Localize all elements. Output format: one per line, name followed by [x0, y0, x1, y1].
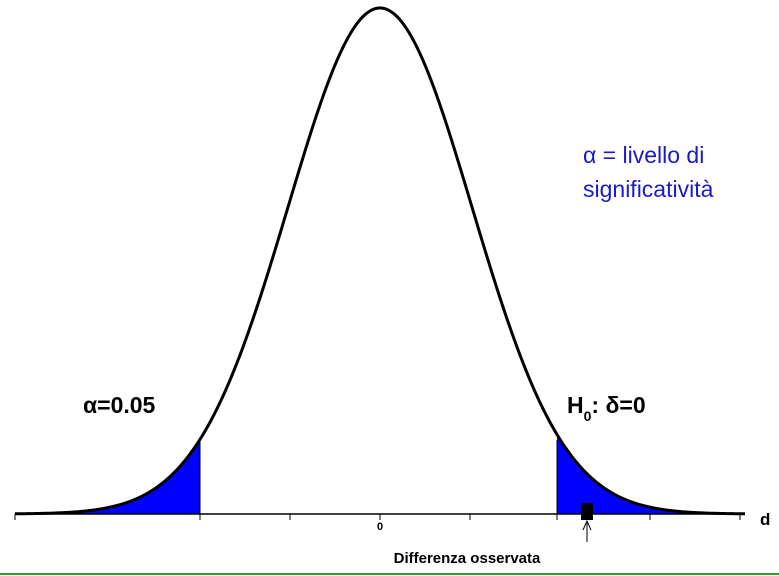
observed-marker [581, 503, 593, 520]
right-tail-area [557, 434, 745, 514]
observed-arrow-head [582, 519, 592, 531]
annotation-line: α = livello di [583, 142, 704, 168]
hypothesis-rest: : δ=0 [591, 392, 645, 418]
left-tail-area [15, 439, 200, 514]
axis-ticks [14, 514, 741, 520]
observed-label: Differenza osservata [394, 550, 541, 567]
origin-label: 0 [377, 521, 383, 533]
hypothesis-subscript: 0 [584, 408, 592, 424]
hypothesis-symbol: H [567, 392, 584, 418]
axis-label: d [760, 510, 770, 529]
annotation-line: significatività [583, 176, 714, 202]
hypothesis-label: H0: δ=0 [567, 392, 646, 424]
normal-curve [14, 6, 746, 516]
alpha-label: α=0.05 [83, 392, 156, 418]
